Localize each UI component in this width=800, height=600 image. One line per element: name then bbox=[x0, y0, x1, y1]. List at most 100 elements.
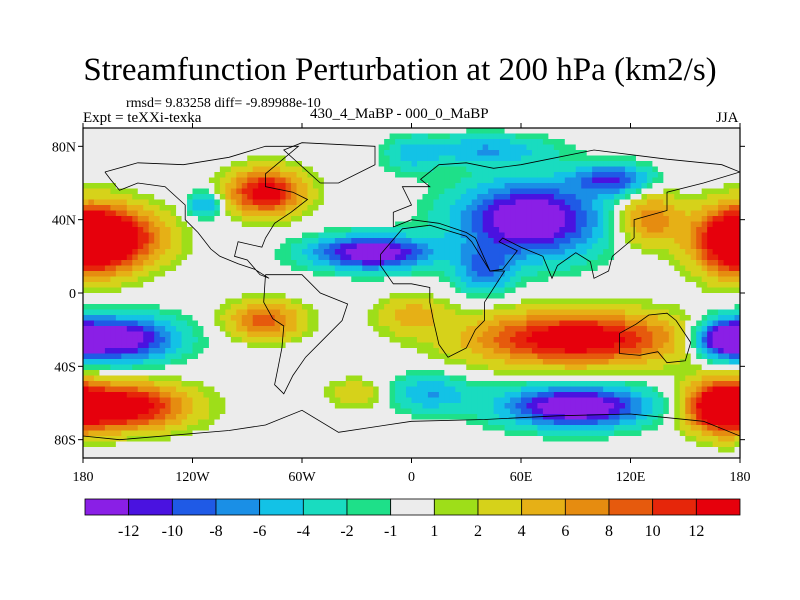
field-cell bbox=[334, 276, 341, 283]
field-cell bbox=[241, 216, 248, 223]
field-cell bbox=[126, 194, 133, 201]
field-cell bbox=[291, 161, 298, 168]
field-cell bbox=[553, 150, 560, 157]
field-cell bbox=[433, 337, 440, 344]
field-cell bbox=[110, 232, 117, 239]
field-cell bbox=[269, 348, 276, 355]
field-cell bbox=[734, 155, 740, 162]
field-cell bbox=[291, 150, 298, 157]
field-cell bbox=[723, 188, 730, 195]
field-cell bbox=[356, 293, 363, 300]
field-cell bbox=[88, 128, 95, 135]
field-cell bbox=[203, 221, 210, 228]
field-cell bbox=[318, 331, 325, 338]
field-cell bbox=[499, 265, 506, 272]
field-cell bbox=[471, 216, 478, 223]
field-cell bbox=[263, 172, 270, 179]
field-cell bbox=[548, 315, 555, 322]
field-cell bbox=[395, 227, 402, 234]
field-cell bbox=[252, 282, 259, 289]
field-cell bbox=[197, 326, 205, 333]
field-cell bbox=[340, 155, 347, 162]
field-cell bbox=[181, 216, 188, 223]
field-cell bbox=[121, 210, 128, 217]
field-cell bbox=[312, 221, 320, 228]
field-cell bbox=[575, 287, 582, 294]
field-cell bbox=[110, 155, 117, 162]
field-cell bbox=[696, 342, 703, 349]
field-cell bbox=[384, 150, 391, 157]
field-cell bbox=[477, 210, 484, 217]
field-cell bbox=[630, 144, 637, 151]
field-cell bbox=[581, 155, 588, 162]
field-cell bbox=[663, 205, 670, 212]
field-cell bbox=[581, 150, 588, 157]
field-cell bbox=[93, 166, 101, 173]
field-cell bbox=[340, 199, 347, 206]
field-cell bbox=[718, 194, 725, 201]
field-cell bbox=[296, 353, 303, 360]
field-cell bbox=[548, 177, 555, 184]
field-cell bbox=[723, 172, 730, 179]
field-cell bbox=[323, 304, 330, 311]
field-cell bbox=[323, 265, 330, 272]
field-cell bbox=[367, 331, 374, 338]
field-cell bbox=[488, 287, 495, 294]
field-cell bbox=[559, 298, 566, 305]
field-cell bbox=[521, 210, 528, 217]
field-cell bbox=[389, 199, 396, 206]
field-cell bbox=[493, 199, 500, 206]
field-cell bbox=[696, 254, 703, 261]
field-cell bbox=[356, 276, 363, 283]
field-cell bbox=[553, 194, 560, 201]
field-cell bbox=[652, 183, 659, 190]
field-cell bbox=[668, 172, 675, 179]
field-cell bbox=[208, 326, 215, 333]
field-cell bbox=[110, 183, 117, 190]
field-cell bbox=[230, 133, 237, 140]
field-cell bbox=[389, 260, 396, 267]
field-cell bbox=[318, 161, 325, 168]
field-cell bbox=[646, 342, 653, 349]
field-cell bbox=[406, 161, 413, 168]
field-cell bbox=[701, 348, 708, 355]
field-cell bbox=[170, 293, 177, 300]
field-cell bbox=[729, 172, 736, 179]
field-cell bbox=[181, 287, 188, 294]
field-cell bbox=[422, 238, 429, 245]
field-cell bbox=[690, 205, 697, 212]
field-cell bbox=[159, 155, 166, 162]
field-cell bbox=[362, 337, 369, 344]
field-cell bbox=[280, 216, 287, 223]
field-cell bbox=[121, 348, 128, 355]
field-cell bbox=[712, 238, 719, 245]
field-cell bbox=[515, 150, 522, 157]
field-cell bbox=[531, 287, 539, 294]
field-cell bbox=[126, 276, 133, 283]
field-cell bbox=[165, 166, 172, 173]
field-cell bbox=[258, 188, 265, 195]
field-cell bbox=[214, 172, 221, 179]
field-cell bbox=[296, 287, 303, 294]
field-cell bbox=[734, 144, 740, 151]
field-cell bbox=[510, 276, 517, 283]
field-cell bbox=[625, 331, 632, 338]
field-cell bbox=[307, 161, 314, 168]
field-cell bbox=[302, 155, 309, 162]
field-cell bbox=[734, 188, 740, 195]
field-cell bbox=[630, 133, 637, 140]
field-cell bbox=[696, 309, 703, 316]
field-cell bbox=[367, 320, 374, 327]
field-cell bbox=[499, 177, 506, 184]
field-cell bbox=[707, 260, 714, 267]
field-cell bbox=[121, 150, 128, 157]
field-cell bbox=[542, 238, 549, 245]
field-cell bbox=[690, 243, 697, 250]
field-cell bbox=[575, 128, 582, 135]
field-cell bbox=[630, 298, 637, 305]
field-cell bbox=[482, 276, 489, 283]
field-cell bbox=[663, 177, 670, 184]
field-cell bbox=[559, 309, 566, 316]
field-cell bbox=[493, 205, 500, 212]
field-cell bbox=[619, 298, 626, 305]
